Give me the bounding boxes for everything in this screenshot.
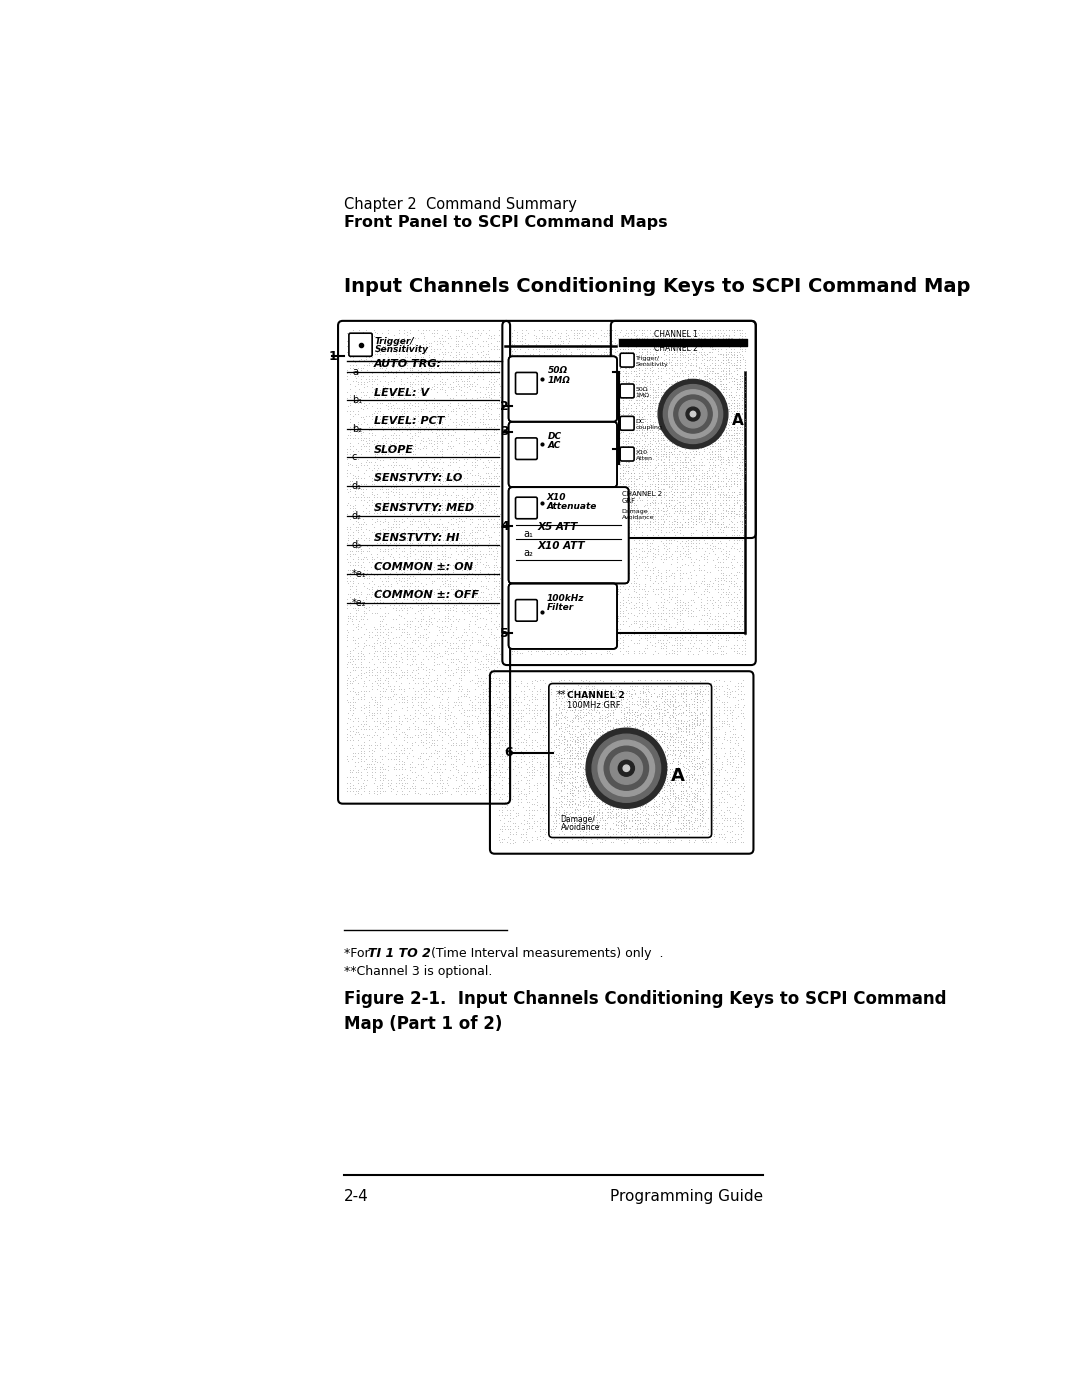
FancyBboxPatch shape [509, 488, 629, 584]
Text: Chapter 2  Command Summary: Chapter 2 Command Summary [345, 197, 577, 212]
Text: 50Ω: 50Ω [636, 387, 648, 393]
Text: Attenuate: Attenuate [546, 502, 597, 511]
Text: d₁: d₁ [352, 481, 362, 490]
Text: Atten: Atten [636, 457, 652, 461]
Text: COMMON ±: OFF: COMMON ±: OFF [374, 591, 478, 601]
Text: Damage
Avoidance: Damage Avoidance [622, 509, 654, 520]
Text: X10: X10 [546, 493, 566, 502]
Text: A: A [732, 412, 743, 427]
Text: **Channel 3 is optional.: **Channel 3 is optional. [345, 965, 492, 978]
Text: DC: DC [636, 419, 645, 425]
Text: SENSTVTY: LO: SENSTVTY: LO [374, 474, 462, 483]
Text: *e₂: *e₂ [352, 598, 366, 608]
Circle shape [623, 766, 630, 771]
Text: CHANNEL 2: CHANNEL 2 [653, 344, 698, 353]
FancyBboxPatch shape [515, 497, 537, 518]
Circle shape [598, 740, 654, 796]
Circle shape [658, 380, 728, 448]
Text: d₃: d₃ [352, 539, 362, 550]
Text: CHANNEL 2: CHANNEL 2 [567, 690, 624, 700]
Text: Sensitivity: Sensitivity [375, 345, 429, 353]
Text: b₂: b₂ [352, 423, 362, 433]
Text: Damage/: Damage/ [561, 816, 595, 824]
Text: Trigger/: Trigger/ [636, 356, 660, 360]
Circle shape [679, 400, 707, 427]
Circle shape [686, 407, 700, 420]
FancyBboxPatch shape [509, 356, 617, 422]
Text: Avoidance: Avoidance [561, 823, 599, 833]
Circle shape [690, 411, 696, 416]
Text: LEVEL: PCT: LEVEL: PCT [374, 416, 444, 426]
FancyBboxPatch shape [509, 584, 617, 648]
Text: b₁: b₁ [352, 395, 362, 405]
Text: 1MΩ: 1MΩ [548, 376, 571, 384]
Text: AUTO TRG:: AUTO TRG: [374, 359, 442, 369]
Text: 3: 3 [500, 425, 509, 439]
Text: A: A [672, 767, 685, 785]
FancyBboxPatch shape [349, 334, 373, 356]
Text: c: c [352, 453, 357, 462]
Text: Figure 2-1.  Input Channels Conditioning Keys to SCPI Command
Map (Part 1 of 2): Figure 2-1. Input Channels Conditioning … [345, 990, 947, 1032]
Text: 1: 1 [328, 349, 337, 363]
Text: *e₁: *e₁ [352, 569, 366, 580]
FancyBboxPatch shape [515, 599, 537, 622]
Text: 1MΩ: 1MΩ [636, 393, 650, 398]
Text: Filter: Filter [546, 604, 573, 612]
Text: SENSTVTY: HI: SENSTVTY: HI [374, 532, 459, 542]
Text: a₁: a₁ [524, 529, 534, 539]
Circle shape [592, 735, 661, 802]
FancyBboxPatch shape [515, 373, 537, 394]
Text: *For: *For [345, 947, 378, 960]
Circle shape [610, 752, 643, 784]
Text: 4: 4 [500, 520, 509, 534]
Text: CHANNEL 2
GRF: CHANNEL 2 GRF [622, 490, 662, 504]
Circle shape [674, 395, 712, 433]
Text: Input Channels Conditioning Keys to SCPI Command Map: Input Channels Conditioning Keys to SCPI… [345, 277, 971, 296]
FancyBboxPatch shape [620, 416, 634, 430]
Text: Sensitivity: Sensitivity [636, 362, 669, 367]
FancyBboxPatch shape [620, 447, 634, 461]
FancyBboxPatch shape [620, 353, 634, 367]
Text: 5: 5 [500, 627, 509, 640]
Circle shape [663, 384, 723, 443]
FancyBboxPatch shape [509, 422, 617, 488]
Text: 100kHz: 100kHz [546, 594, 584, 602]
Text: 50Ω: 50Ω [548, 366, 568, 376]
Text: a₂: a₂ [524, 549, 534, 559]
Text: 100MHz GRF: 100MHz GRF [567, 701, 620, 710]
Text: CHANNEL 1: CHANNEL 1 [653, 330, 698, 339]
Text: SLOPE: SLOPE [374, 444, 414, 455]
Circle shape [586, 728, 666, 809]
Text: TI 1 TO 2: TI 1 TO 2 [368, 947, 431, 960]
Text: Programming Guide: Programming Guide [609, 1189, 762, 1204]
Text: X10 ATT: X10 ATT [537, 541, 585, 550]
Text: (Time Interval measurements) only  .: (Time Interval measurements) only . [422, 947, 663, 960]
Text: COMMON ±: ON: COMMON ±: ON [374, 562, 473, 571]
Text: 2: 2 [500, 400, 509, 414]
Circle shape [604, 746, 648, 791]
Text: d₂: d₂ [352, 511, 362, 521]
Text: X5 ATT: X5 ATT [537, 522, 578, 532]
Text: a: a [352, 366, 357, 377]
Text: 2-4: 2-4 [345, 1189, 369, 1204]
Text: Front Panel to SCPI Command Maps: Front Panel to SCPI Command Maps [345, 215, 667, 231]
Text: AC: AC [548, 441, 562, 450]
Text: 6: 6 [504, 746, 513, 760]
FancyBboxPatch shape [515, 437, 537, 460]
Text: SENSTVTY: MED: SENSTVTY: MED [374, 503, 474, 513]
Text: coupling: coupling [636, 426, 662, 430]
Text: X10: X10 [636, 450, 648, 455]
Text: LEVEL: V: LEVEL: V [374, 388, 429, 398]
Circle shape [669, 390, 717, 439]
Text: DC: DC [548, 432, 563, 441]
Text: Trigger/: Trigger/ [375, 337, 414, 346]
Text: **: ** [556, 690, 566, 700]
Circle shape [618, 760, 634, 777]
FancyBboxPatch shape [620, 384, 634, 398]
